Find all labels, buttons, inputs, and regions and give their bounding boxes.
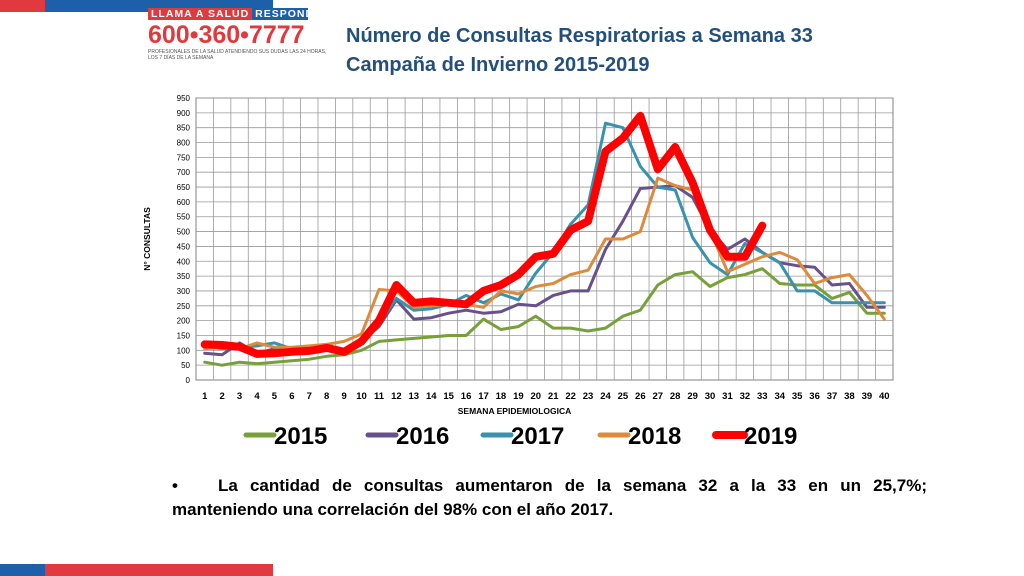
y-tick-label: 500 [177,228,191,237]
top-band-red [0,0,45,12]
x-tick-label: 8 [324,391,329,402]
page-title: Número de Consultas Respiratorias a Sema… [346,22,813,80]
x-tick-label: 29 [687,391,698,402]
logo-strip-right: RESPONDE [252,8,308,20]
x-tick-label: 25 [618,391,629,402]
x-tick-label: 33 [757,391,768,402]
line-chart: 0 50 100 150 200 250 300 350 400 450 500 550 600 650 7… [142,94,894,450]
legend-label-2018: 2018 [628,423,681,450]
bullet-symbol: • [172,476,178,495]
x-tick-label: 40 [879,391,890,402]
x-tick-label: 32 [740,391,751,402]
bullet-text: La cantidad de consultas aumentaron de l… [172,476,927,519]
x-tick-label: 26 [635,391,646,402]
x-tick-label: 28 [670,391,681,402]
x-tick-label: 7 [307,391,312,402]
bottom-band-red [45,564,273,576]
x-tick-label: 12 [391,391,402,402]
x-tick-label: 11 [374,391,385,402]
x-tick-label: 30 [705,391,716,402]
logo-tagline-2: LOS 7 DÍAS DE LA SEMANA [148,55,214,61]
x-tick-label: 27 [652,391,663,402]
y-tick-label: 950 [177,94,191,103]
y-axis-label: N° CONSULTAS [142,207,152,271]
x-tick-label: 38 [844,391,855,402]
x-tick-label: 35 [792,391,803,402]
x-tick-label: 13 [409,391,420,402]
y-tick-label: 350 [177,272,191,281]
x-tick-label: 14 [426,391,437,402]
page-title-line2: Campaña de Invierno 2015-2019 [346,54,650,76]
y-tick-label: 150 [177,331,191,340]
bottom-band-blue [0,564,45,576]
x-tick-label: 37 [827,391,838,402]
x-tick-label: 23 [583,391,594,402]
x-tick-label: 1 [202,391,208,402]
y-tick-label: 550 [177,213,191,222]
y-tick-label: 900 [177,109,191,118]
summary-bullet: • La cantidad de consultas aumentaron de… [172,474,927,522]
logo-strip-left: LLAMA A SALUD [148,8,253,20]
x-tick-label: 6 [289,391,294,402]
x-tick-label: 3 [237,391,242,402]
legend-label-2019: 2019 [744,423,797,450]
x-tick-label: 5 [272,391,278,402]
x-tick-label: 36 [809,391,820,402]
y-tick-label: 450 [177,242,191,251]
logo-phone-number: 600•360•7777 [148,21,305,49]
y-tick-label: 250 [177,302,191,311]
logo-strip: LLAMA A SALUDRESPONDE [148,8,308,21]
x-tick-label: 16 [461,391,472,402]
y-tick-label: 650 [177,183,191,192]
series-line-2018 [203,176,886,351]
y-tick-label: 300 [177,287,191,296]
x-tick-label: 31 [722,391,733,402]
x-tick-label: 15 [443,391,454,402]
legend-label-2017: 2017 [511,423,564,450]
y-tick-label: 100 [177,346,191,355]
y-tick-label: 50 [181,361,190,370]
y-tick-label: 0 [186,376,191,385]
y-tick-label: 600 [177,198,191,207]
x-tick-label: 4 [254,391,260,402]
x-tick-label: 21 [548,391,559,402]
y-tick-label: 750 [177,153,191,162]
x-tick-label: 24 [600,391,611,402]
series-line-2019 [200,111,767,358]
x-tick-label: 20 [530,391,541,402]
x-tick-label: 17 [478,391,489,402]
x-tick-label: 10 [356,391,367,402]
x-tick-label: 18 [496,391,507,402]
legend-label-2016: 2016 [396,423,449,450]
x-tick-label: 19 [513,391,524,402]
x-tick-label: 22 [565,391,576,402]
x-tick-label: 34 [774,391,785,402]
y-tick-label: 400 [177,257,191,266]
x-axis-label: SEMANA EPIDEMIOLOGICA [458,406,572,416]
legend-label-2015: 2015 [274,423,327,450]
y-tick-label: 800 [177,139,191,148]
y-tick-label: 700 [177,168,191,177]
x-tick-label: 2 [219,391,224,402]
page-title-line1: Número de Consultas Respiratorias a Sema… [346,25,813,47]
y-tick-label: 200 [177,317,191,326]
brand-logo: LLAMA A SALUDRESPONDE 600•360•7777 PROFE… [148,8,327,61]
logo-tagline-1: PROFESIONALES DE LA SALUD ATENDIENDO SUS… [148,49,327,55]
x-tick-label: 39 [862,391,873,402]
y-tick-label: 850 [177,124,191,133]
series-line-2015 [203,267,886,367]
x-tick-label: 9 [341,391,346,402]
